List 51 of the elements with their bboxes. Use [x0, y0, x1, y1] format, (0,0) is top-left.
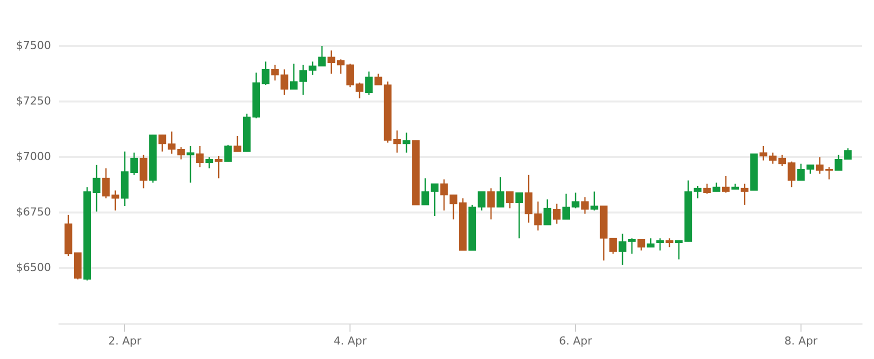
candlestick — [544, 198, 552, 226]
x-tick-label: 4. Apr — [334, 334, 368, 348]
candlestick — [186, 145, 194, 184]
candlestick — [224, 144, 232, 162]
candlestick — [421, 178, 430, 206]
x-tick-label: 6. Apr — [559, 334, 593, 348]
candlestick — [506, 190, 514, 209]
candlestick — [496, 176, 504, 208]
y-tick-label: $6750 — [16, 206, 51, 219]
candlestick — [140, 154, 148, 189]
candlestick — [581, 196, 589, 214]
candlestick — [656, 238, 664, 252]
candlestick — [393, 130, 401, 154]
candlestick — [740, 183, 748, 206]
candlestick — [328, 50, 336, 74]
candlestick — [158, 134, 166, 152]
x-tick-label: 2. Apr — [108, 334, 142, 348]
candlestick — [703, 183, 711, 194]
candlestick — [552, 203, 561, 224]
candlestick — [825, 166, 833, 180]
candlestick — [402, 132, 410, 154]
candlestick — [515, 192, 524, 239]
y-tick-label: $7500 — [16, 38, 51, 52]
candlestick — [816, 156, 824, 174]
candlestick — [768, 152, 777, 164]
candlestick — [487, 188, 495, 220]
candlestick — [374, 73, 382, 86]
candlestick — [430, 183, 438, 217]
candlestick — [637, 238, 646, 252]
candlestick — [336, 58, 345, 74]
candlestick — [177, 146, 185, 160]
candlestick — [609, 238, 617, 254]
candlestick — [590, 190, 598, 212]
candlestick — [722, 175, 730, 194]
y-tick-label: $6500 — [16, 261, 51, 274]
candlestick — [168, 130, 176, 154]
candlestick — [478, 190, 486, 212]
candlestick — [675, 240, 683, 260]
candlestick — [694, 185, 702, 199]
candlestick — [234, 135, 242, 152]
candlestick — [290, 63, 298, 90]
candlestick — [262, 60, 270, 86]
y-tick-label: $7000 — [16, 150, 51, 163]
candlestick — [205, 156, 214, 169]
candlestick — [365, 70, 373, 96]
candlestick — [196, 145, 204, 168]
y-tick-label: $7250 — [16, 94, 51, 108]
candlestick — [760, 145, 768, 162]
candlestick — [130, 152, 138, 176]
candlestick — [214, 155, 222, 179]
x-tick-label: 8. Apr — [784, 334, 818, 348]
